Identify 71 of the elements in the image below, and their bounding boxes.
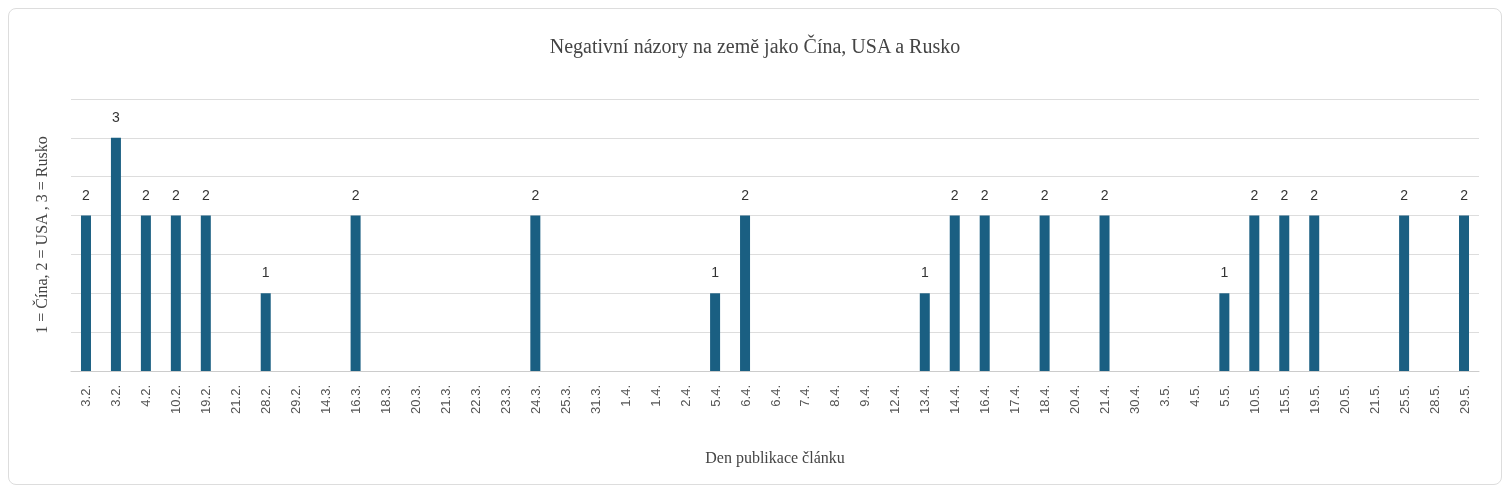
- x-tick-label: 13.4.: [917, 385, 933, 414]
- x-tick-label: 21.4.: [1097, 385, 1113, 414]
- x-tick-label: 14.3.: [318, 385, 334, 414]
- x-tick-label: 16.4.: [977, 385, 993, 414]
- x-tick-label: 23.3.: [497, 385, 513, 414]
- y-axis-title: 1 = Čína, 2 = USA , 3 = Rusko: [31, 136, 50, 334]
- x-tick-label: 30.4.: [1126, 385, 1142, 414]
- x-tick-label: 3.2.: [78, 385, 94, 407]
- data-label: 2: [1400, 186, 1409, 203]
- x-tick-label: 2.4.: [677, 385, 693, 407]
- data-label: 2: [980, 186, 989, 203]
- x-tick-label: 28.2.: [258, 385, 274, 414]
- x-tick-label: 24.3.: [527, 385, 543, 414]
- x-tick-label: 1.4.: [647, 385, 663, 407]
- x-tick-label: 21.2.: [228, 385, 244, 414]
- x-tick-label: 10.2.: [168, 385, 184, 414]
- x-tick-label: 3.2.: [108, 385, 124, 407]
- x-tick-label: 20.3.: [408, 385, 424, 414]
- x-tick-label: 21.5.: [1366, 385, 1382, 414]
- x-tick-label: 29.2.: [288, 385, 304, 414]
- data-label: 1: [1220, 264, 1229, 281]
- x-tick-label: 17.4.: [1007, 385, 1023, 414]
- x-tick-label: 20.4.: [1067, 385, 1083, 414]
- data-label: 1: [920, 264, 929, 281]
- x-tick-label: 4.2.: [138, 385, 154, 407]
- data-label: 2: [171, 186, 180, 203]
- data-label: 2: [142, 186, 150, 203]
- x-tick-label: 3.5.: [1156, 385, 1172, 407]
- x-tick-label: 25.3.: [557, 385, 573, 414]
- x-tick-label: 21.3.: [437, 385, 453, 414]
- data-label: 2: [950, 186, 959, 203]
- x-tick-label: 18.3.: [378, 385, 394, 414]
- x-tick-label: 14.4.: [947, 385, 963, 414]
- x-tick-label: 5.5.: [1216, 385, 1232, 407]
- x-tick-label: 5.4.: [707, 385, 723, 407]
- data-label: 1: [261, 264, 270, 281]
- x-tick-label: 9.4.: [857, 385, 873, 407]
- data-label: 1: [711, 264, 720, 281]
- x-tick-label: 12.4.: [887, 385, 903, 414]
- x-tick-label: 10.5.: [1246, 385, 1262, 414]
- chart-title: Negativní názory na země jako Čína, USA a Rusko: [549, 34, 961, 58]
- x-tick-label: 6.4.: [767, 385, 783, 407]
- data-label: 2: [1040, 186, 1049, 203]
- x-tick-label: 15.5.: [1276, 385, 1292, 414]
- data-label: 3: [112, 108, 121, 125]
- data-label: 2: [82, 186, 91, 203]
- x-tick-label: 16.3.: [348, 385, 364, 414]
- x-tick-label: 19.2.: [198, 385, 214, 414]
- x-tick-label: 18.4.: [1037, 385, 1053, 414]
- data-label: 2: [1100, 186, 1109, 203]
- x-tick-label: 22.3.: [467, 385, 483, 414]
- x-tick-label: 28.5.: [1426, 385, 1442, 414]
- data-label: 2: [351, 186, 360, 203]
- data-label: 2: [1310, 186, 1319, 203]
- x-tick-label: 25.5.: [1396, 385, 1412, 414]
- x-tick-label: 31.3.: [587, 385, 603, 414]
- x-tick-label: 6.4.: [737, 385, 753, 407]
- data-label: 2: [1460, 186, 1469, 203]
- data-label: 2: [741, 186, 750, 203]
- x-tick-label: 29.5.: [1456, 385, 1472, 414]
- x-tick-label: 20.5.: [1336, 385, 1352, 414]
- data-label: 2: [531, 186, 540, 203]
- x-tick-label: 8.4.: [827, 385, 843, 407]
- x-tick-label: 7.4.: [797, 385, 813, 407]
- x-tick-label: 1.4.: [617, 385, 633, 407]
- data-label: 2: [201, 186, 210, 203]
- data-label: 2: [1250, 186, 1259, 203]
- data-label: 2: [1280, 186, 1289, 203]
- x-tick-label: 4.5.: [1186, 385, 1202, 407]
- x-axis-title: Den publikace článku: [705, 448, 845, 467]
- x-tick-label: 19.5.: [1306, 385, 1322, 414]
